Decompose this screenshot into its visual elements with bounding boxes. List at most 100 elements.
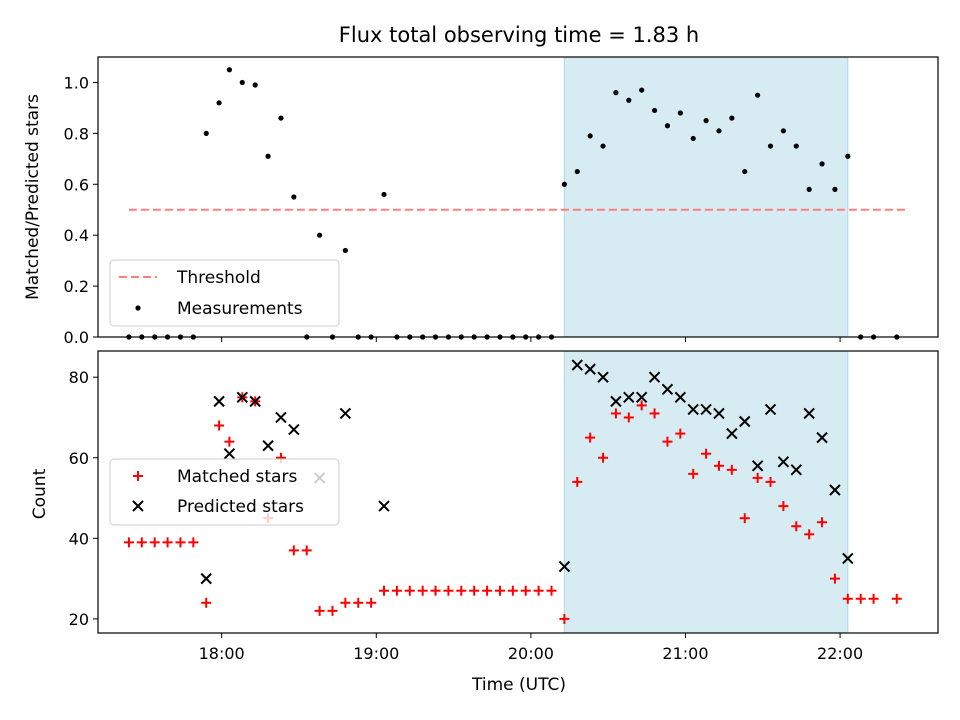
predicted-point	[790, 464, 802, 476]
chart-title: Flux total observing time = 1.83 h	[339, 23, 699, 47]
predicted-point	[571, 359, 583, 371]
predicted-point	[739, 415, 751, 428]
x-tick-label: 18:00	[199, 644, 245, 663]
measurements-legend-label: Measurements	[177, 299, 303, 319]
measurement-point	[767, 143, 774, 149]
bottom-legend: Matched stars Predicted stars	[109, 458, 340, 526]
matched-point	[456, 585, 467, 596]
matched-point	[842, 593, 853, 604]
matched-point	[649, 408, 660, 419]
matched-point	[224, 436, 235, 447]
matched-point	[701, 448, 712, 459]
matched-point	[675, 428, 686, 439]
matched-point	[301, 545, 312, 556]
bottom-y-tick-label: 40	[69, 529, 89, 548]
matched-point	[214, 420, 225, 431]
measurement-point	[613, 90, 619, 96]
measurement-point	[203, 130, 209, 136]
measurement-point	[729, 115, 735, 121]
matched-point	[559, 613, 570, 624]
matched-point	[123, 537, 134, 548]
matched-point	[765, 476, 776, 487]
predicted-point	[764, 403, 777, 416]
top-y-tick-label: 1.0	[64, 73, 89, 92]
predicted-point	[726, 427, 738, 440]
measurement-point	[832, 186, 838, 192]
bottom-y-axis-label: Count	[30, 468, 50, 519]
x-tick-label: 19:00	[353, 644, 399, 663]
predicted-point	[751, 460, 764, 472]
matched-point	[585, 432, 596, 443]
matched-point	[188, 537, 199, 548]
predicted-point	[275, 411, 287, 424]
predicted-point	[213, 395, 225, 408]
matched-point	[804, 529, 815, 540]
top-legend-box	[109, 259, 340, 327]
matched-point	[891, 593, 902, 604]
measurement-point	[716, 128, 722, 134]
matched-point	[379, 585, 390, 596]
predicted-point	[700, 403, 712, 416]
bottom-axes-frame	[97, 350, 939, 634]
measurement-point	[342, 247, 348, 254]
predicted-point	[200, 572, 212, 585]
measurement-point	[626, 97, 632, 103]
predicted-point	[829, 484, 841, 496]
threshold-legend-label: Threshold	[176, 268, 261, 288]
measurement-point	[780, 128, 786, 134]
measurement-point	[316, 232, 323, 238]
top-y-tick-label: 0.4	[64, 226, 89, 245]
measurement-point	[639, 87, 645, 93]
matched-point	[829, 573, 840, 584]
matched-point	[366, 597, 377, 608]
measurement-point	[664, 123, 671, 129]
measurement-point	[291, 194, 297, 200]
top-shaded-interval	[563, 56, 849, 338]
predicted-point	[816, 431, 828, 444]
bottom-y-tick-label: 80	[69, 368, 89, 387]
matched-point	[327, 605, 338, 616]
matched-point	[391, 585, 402, 596]
predicted-point	[803, 407, 815, 420]
measurement-point	[587, 133, 593, 139]
matched-point	[623, 412, 634, 423]
measurement-point	[690, 135, 696, 142]
matched-point	[713, 460, 724, 471]
matched-point	[752, 472, 763, 483]
matched-point	[739, 513, 750, 524]
matched-point	[610, 408, 621, 419]
predicted-point	[262, 439, 274, 452]
predicted-point	[223, 448, 236, 460]
predicted-legend-label: Predicted stars	[177, 497, 304, 517]
bottom-legend-box	[109, 458, 340, 526]
matched-point	[546, 585, 557, 596]
predicted-point	[777, 456, 790, 468]
predicted-point	[597, 371, 609, 383]
matched-point	[288, 545, 299, 556]
matched-point	[443, 585, 454, 596]
matched-point	[201, 597, 212, 608]
measurement-point	[651, 107, 658, 114]
predicted-point	[584, 363, 596, 375]
predicted-point	[378, 500, 390, 512]
matched-point	[494, 585, 505, 596]
x-tick-label: 20:00	[508, 644, 554, 663]
measurement-point	[226, 67, 233, 73]
top-legend: Threshold Measurements	[109, 259, 340, 327]
matched-point	[572, 476, 583, 487]
measurement-point	[703, 118, 709, 124]
matched-point	[136, 537, 147, 548]
bottom-y-tick-label: 20	[69, 610, 89, 629]
measurement-point	[600, 143, 606, 149]
measurement-point	[381, 191, 387, 198]
bottom-series-1	[200, 359, 854, 585]
matched-point	[688, 468, 699, 479]
top-panel: 0.0 0.2 0.4 0.6 0.8 1.0	[64, 56, 939, 347]
matched-point	[149, 537, 160, 548]
matched-point	[430, 585, 441, 596]
predicted-point	[558, 560, 571, 573]
predicted-point	[610, 395, 622, 408]
bottom-shaded-interval	[563, 350, 849, 634]
matched-point	[636, 400, 647, 411]
